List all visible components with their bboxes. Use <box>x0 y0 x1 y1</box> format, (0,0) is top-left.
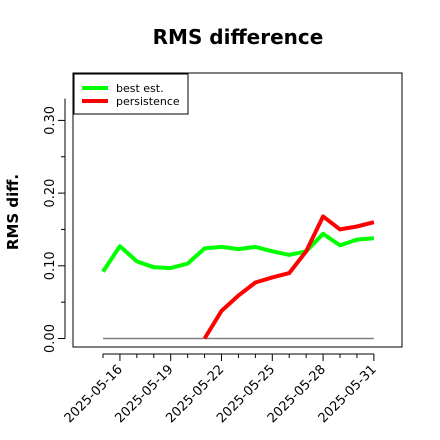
chart-title: RMS difference <box>153 25 324 49</box>
y-axis-label: RMS diff. <box>4 174 22 250</box>
series-layer <box>101 214 375 340</box>
legend-label-persistence: persistence <box>116 95 180 108</box>
series-line-persistence <box>202 214 375 340</box>
legend-label-best-est: best est. <box>116 82 164 95</box>
plot-frame <box>72 72 403 348</box>
legend: best est. persistence <box>73 73 189 115</box>
series-line-best-est <box>101 231 375 273</box>
y-tick-label: 0.20 <box>43 179 58 208</box>
x-axis: 2025-05-162025-05-192025-05-222025-05-25… <box>62 353 380 426</box>
y-axis: 0.00 0.10 0.20 0.30 <box>43 98 66 353</box>
y-tick-label: 0.10 <box>43 251 58 280</box>
legend-box <box>73 73 189 115</box>
y-tick-label: 0.30 <box>43 106 58 135</box>
y-tick-label: 0.00 <box>43 324 58 353</box>
